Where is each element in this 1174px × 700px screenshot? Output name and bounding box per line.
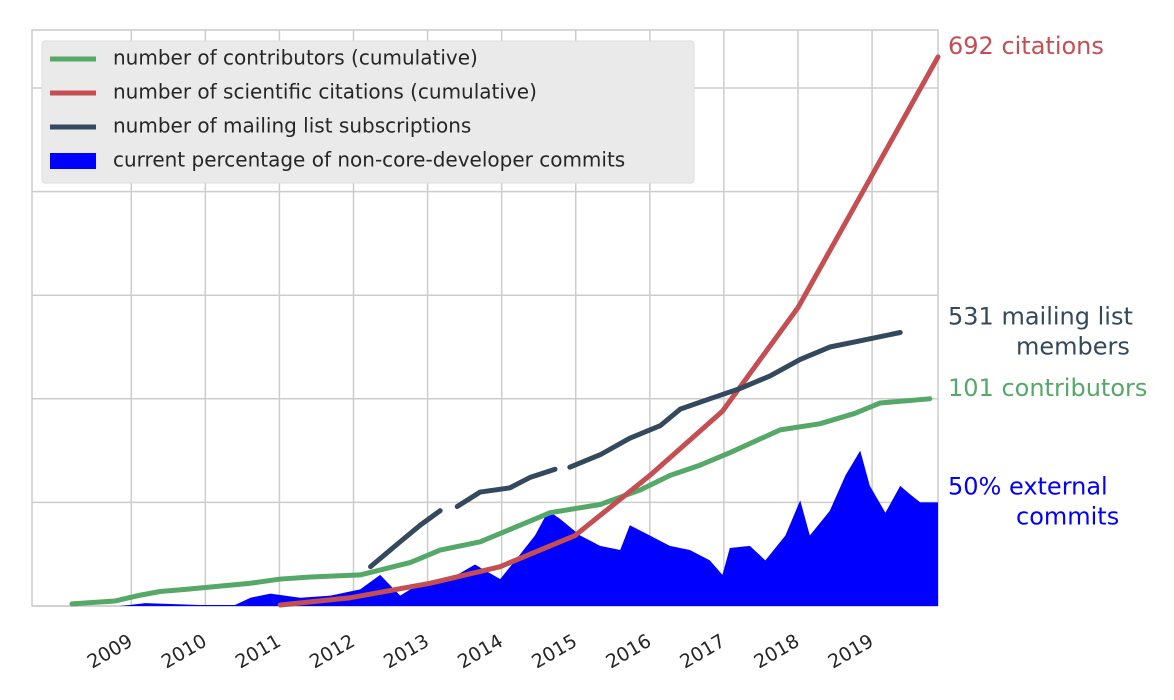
x-tick-label: 2011 [232,630,285,673]
x-tick-label: 2018 [750,630,803,673]
x-tick-label: 2015 [528,630,581,673]
legend-label: number of contributors (cumulative) [113,46,478,70]
x-tick-label: 2012 [306,630,359,673]
legend-label: current percentage of non-core-developer… [113,148,625,172]
legend-swatch [50,153,96,169]
annotation: 531 mailing list [948,303,1133,331]
x-tick-label: 2016 [602,630,655,673]
line [69,396,933,607]
legend-label: number of mailing list subscriptions [113,114,471,138]
x-tick-label: 2014 [454,630,507,673]
x-tick-label: 2017 [676,630,729,673]
line [277,54,941,608]
annotation: 692 citations [948,32,1104,60]
x-tick-label: 2019 [824,630,877,673]
area [120,450,939,606]
legend-box [41,40,695,184]
line [368,330,903,570]
x-tick-label: 2010 [158,630,211,673]
legend-label: number of scientific citations (cumulati… [113,80,537,104]
x-tick-label: 2013 [380,630,433,673]
x-tick-label: 2009 [84,630,137,673]
annotation: commits [1016,502,1119,530]
annotation: 50% external [948,472,1108,500]
annotation: members [1016,333,1130,361]
annotation: 101 contributors [948,374,1147,402]
